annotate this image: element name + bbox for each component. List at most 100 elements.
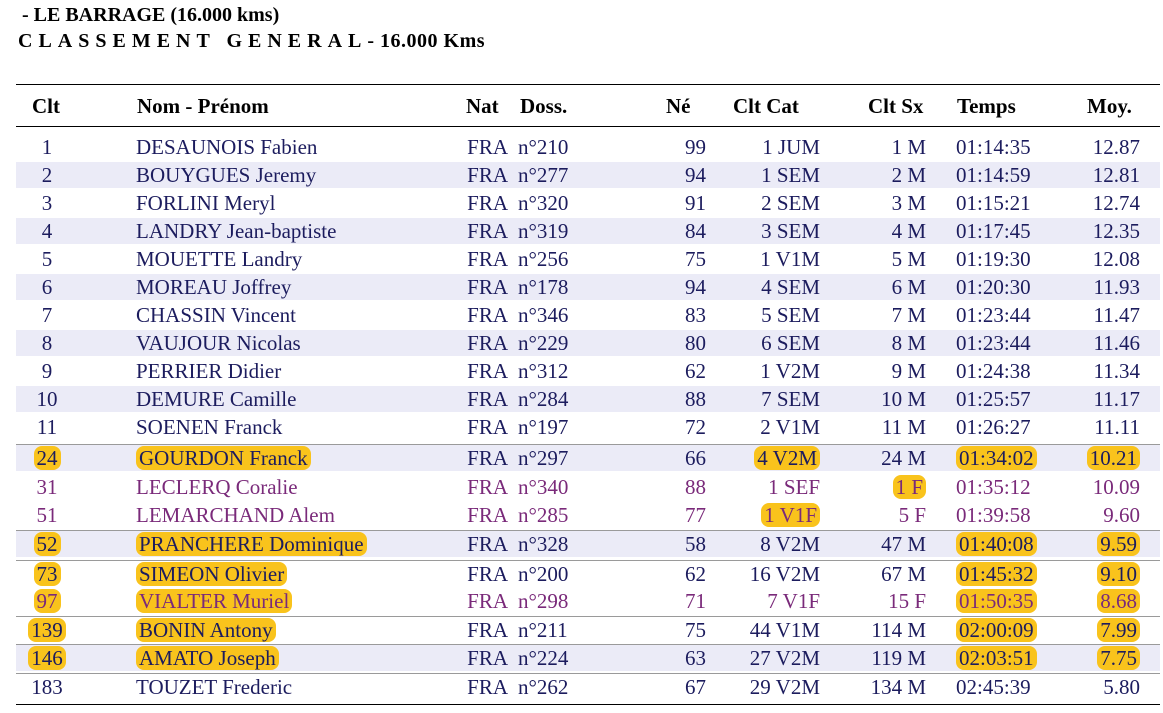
table-row: 97 VIALTER Muriel FRA n°298 71 7 V1F 15 F 01:50… <box>16 588 1160 614</box>
cell-sex-rank: 15 F <box>846 590 926 612</box>
rank-value: 97 <box>33 589 61 613</box>
birth-year-value: 88 <box>685 387 706 411</box>
cell-sex-rank: 1 F <box>846 475 926 499</box>
time-value: 02:03:51 <box>956 646 1037 670</box>
sex-rank-value: 5 F <box>898 503 926 527</box>
nationality-value: FRA <box>467 163 508 187</box>
birth-year-value: 63 <box>685 646 706 670</box>
cell-birth-year: 94 <box>646 276 706 298</box>
cell-average-speed: 12.35 <box>1076 220 1140 242</box>
bib-value: n°298 <box>518 589 569 613</box>
cell-bib: n°200 <box>518 563 598 585</box>
cell-birth-year: 63 <box>646 647 706 669</box>
cell-bib: n°229 <box>518 332 598 354</box>
cell-rank: 11 <box>16 416 78 438</box>
cell-sex-rank: 7 M <box>846 304 926 326</box>
time-value: 01:34:02 <box>956 446 1037 470</box>
name-value: LANDRY Jean-baptiste <box>136 219 337 243</box>
cell-rank: 51 <box>16 504 78 526</box>
average-speed-value: 11.46 <box>1093 331 1140 355</box>
cell-average-speed: 7.75 <box>1076 646 1140 670</box>
cell-birth-year: 91 <box>646 192 706 214</box>
cell-category-rank: 4 V2M <box>716 446 820 470</box>
cell-birth-year: 84 <box>646 220 706 242</box>
cell-rank: 183 <box>16 676 78 698</box>
cell-rank: 2 <box>16 164 78 186</box>
nationality-value: FRA <box>467 562 508 586</box>
cell-rank: 3 <box>16 192 78 214</box>
cell-time: 01:14:35 <box>956 136 1066 158</box>
rank-value: 139 <box>28 618 66 642</box>
table-row: 139 BONIN Antony FRA n°211 75 44 V1M 114 M 02:0… <box>16 616 1160 643</box>
table-row: 51 LEMARCHAND Alem FRA n°285 77 1 V1F 5 F 01:39… <box>16 502 1160 528</box>
bib-value: n°297 <box>518 446 569 470</box>
cell-sex-rank: 2 M <box>846 164 926 186</box>
cell-rank: 1 <box>16 136 78 158</box>
sex-rank-value: 1 M <box>891 135 926 159</box>
average-speed-value: 7.75 <box>1097 646 1140 670</box>
cell-sex-rank: 1 M <box>846 136 926 158</box>
cell-birth-year: 83 <box>646 304 706 326</box>
rank-value: 5 <box>41 247 53 271</box>
cell-rank: 6 <box>16 276 78 298</box>
nationality-value: FRA <box>467 415 508 439</box>
cell-category-rank: 1 SEM <box>716 164 820 186</box>
cell-sex-rank: 47 M <box>846 533 926 555</box>
cell-name: BONIN Antony <box>136 618 436 642</box>
table-bottom-rule <box>16 704 1160 705</box>
col-header-temps: Temps <box>957 94 1016 118</box>
cell-bib: n°285 <box>518 504 598 526</box>
cell-average-speed: 11.34 <box>1076 360 1140 382</box>
name-value: BOUYGUES Jeremy <box>136 163 317 187</box>
rank-value: 4 <box>41 219 53 243</box>
cell-time: 01:24:38 <box>956 360 1066 382</box>
cell-category-rank: 1 V1M <box>716 248 820 270</box>
cell-birth-year: 77 <box>646 504 706 526</box>
col-header-nat: Nat <box>466 94 499 118</box>
sex-rank-value: 114 M <box>871 618 926 642</box>
name-value: LEMARCHAND Alem <box>136 503 335 527</box>
cell-rank: 5 <box>16 248 78 270</box>
category-rank-value: 8 V2M <box>760 532 820 556</box>
rank-value: 24 <box>33 446 61 470</box>
cell-rank: 139 <box>16 618 78 642</box>
rank-value: 9 <box>41 359 53 383</box>
sex-rank-value: 7 M <box>891 303 926 327</box>
ranking-title-main: CLASSEMENT GENERAL <box>18 30 368 52</box>
nationality-value: FRA <box>467 135 508 159</box>
sex-rank-value: 15 F <box>888 589 926 613</box>
time-value: 01:23:44 <box>956 303 1031 327</box>
birth-year-value: 94 <box>685 275 706 299</box>
birth-year-value: 80 <box>685 331 706 355</box>
time-value: 02:45:39 <box>956 675 1031 699</box>
table-row: 52 PRANCHERE Dominique FRA n°328 58 8 V2M 47 M… <box>16 530 1160 557</box>
sex-rank-value: 2 M <box>891 163 926 187</box>
table-row: 10 DEMURE Camille FRA n°284 88 7 SEM 10 M 01:25… <box>16 386 1160 412</box>
rank-value: 6 <box>41 275 53 299</box>
cell-name: MOUETTE Landry <box>136 248 436 270</box>
time-value: 01:20:30 <box>956 275 1031 299</box>
bib-value: n°200 <box>518 562 569 586</box>
cell-bib: n°224 <box>518 647 598 669</box>
birth-year-value: 84 <box>685 219 706 243</box>
time-value: 01:17:45 <box>956 219 1031 243</box>
table-row: 4 LANDRY Jean-baptiste FRA n°319 84 3 SEM 4 M 0… <box>16 218 1160 244</box>
time-value: 01:15:21 <box>956 191 1031 215</box>
cell-name: LECLERQ Coralie <box>136 476 436 498</box>
cell-name: GOURDON Franck <box>136 446 436 470</box>
cell-birth-year: 94 <box>646 164 706 186</box>
birth-year-value: 77 <box>685 503 706 527</box>
cell-nationality: FRA <box>448 619 508 641</box>
cell-time: 01:19:30 <box>956 248 1066 270</box>
cell-birth-year: 58 <box>646 533 706 555</box>
category-rank-value: 1 V2M <box>760 359 820 383</box>
cell-category-rank: 7 SEM <box>716 388 820 410</box>
cell-nationality: FRA <box>448 220 508 242</box>
name-value: SOENEN Franck <box>136 415 283 439</box>
cell-average-speed: 11.47 <box>1076 304 1140 326</box>
cell-birth-year: 62 <box>646 563 706 585</box>
bib-value: n°340 <box>518 475 569 499</box>
table-row: 146 AMATO Joseph FRA n°224 63 27 V2M 119 M 02:0… <box>16 644 1160 671</box>
cell-rank: 4 <box>16 220 78 242</box>
col-header-moy: Moy. <box>1087 94 1132 118</box>
